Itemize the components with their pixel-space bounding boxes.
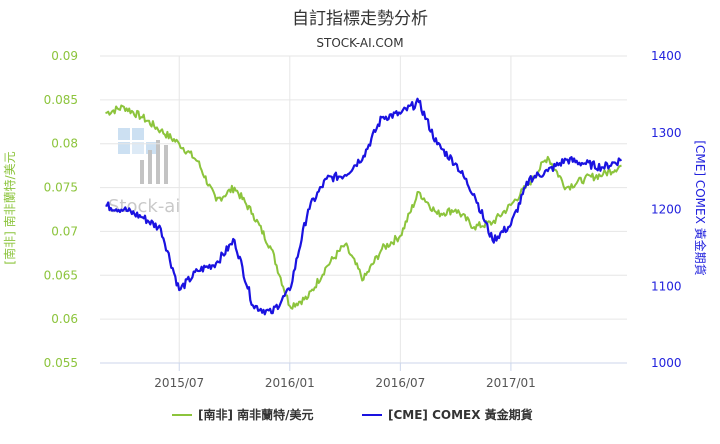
- series-layer: [105, 97, 622, 316]
- legend: [南非] 南非蘭特/美元 [CME] COMEX 黃金期貨: [172, 407, 533, 422]
- y-left-tick-label: 0.08: [51, 137, 78, 151]
- y-right-tick-label: 1000: [651, 356, 682, 370]
- y-left-tick-label: 0.055: [44, 356, 78, 370]
- x-tick-label: 2016/07: [375, 376, 425, 390]
- x-tick-label: 2015/07: [154, 376, 204, 390]
- y-left-tick-label: 0.06: [51, 312, 78, 326]
- y-left-tick-label: 0.085: [44, 93, 78, 107]
- y-right-tick-label: 1100: [651, 279, 682, 293]
- axes: 0.055 0.06 0.065 0.07 0.075 0.08 0.085 0.09 1000…: [44, 49, 682, 390]
- y-left-tick-label: 0.065: [44, 268, 78, 282]
- stock-ai-watermark-logo: Stock-ai: [108, 128, 180, 217]
- x-tick-label: 2017/01: [486, 376, 536, 390]
- y-left-tick-label: 0.075: [44, 181, 78, 195]
- x-tick-label: 2016/01: [265, 376, 315, 390]
- series-line-gold: [105, 97, 622, 316]
- legend-label-zar: [南非] 南非蘭特/美元: [198, 407, 314, 422]
- series-line-zar: [105, 104, 622, 310]
- y-left-tick-label: 0.07: [51, 224, 78, 238]
- y-right-tick-label: 1300: [651, 126, 682, 140]
- y-axis-right-title: [CME] COMEX 黃金期貨: [693, 140, 708, 275]
- chart-subtitle: STOCK-AI.COM: [316, 36, 403, 50]
- y-axis-left-title: [南非] 南非蘭特/美元: [2, 151, 17, 264]
- legend-item-zar[interactable]: [南非] 南非蘭特/美元: [172, 407, 314, 422]
- y-right-tick-label: 1400: [651, 49, 682, 63]
- chart-title: 自訂指標走勢分析: [292, 9, 428, 29]
- grid: [100, 55, 627, 364]
- legend-item-gold[interactable]: [CME] COMEX 黃金期貨: [362, 407, 533, 422]
- y-right-tick-label: 1200: [651, 203, 682, 217]
- y-left-tick-label: 0.09: [51, 49, 78, 63]
- watermark-text: Stock-ai: [108, 196, 180, 217]
- legend-label-gold: [CME] COMEX 黃金期貨: [388, 407, 533, 422]
